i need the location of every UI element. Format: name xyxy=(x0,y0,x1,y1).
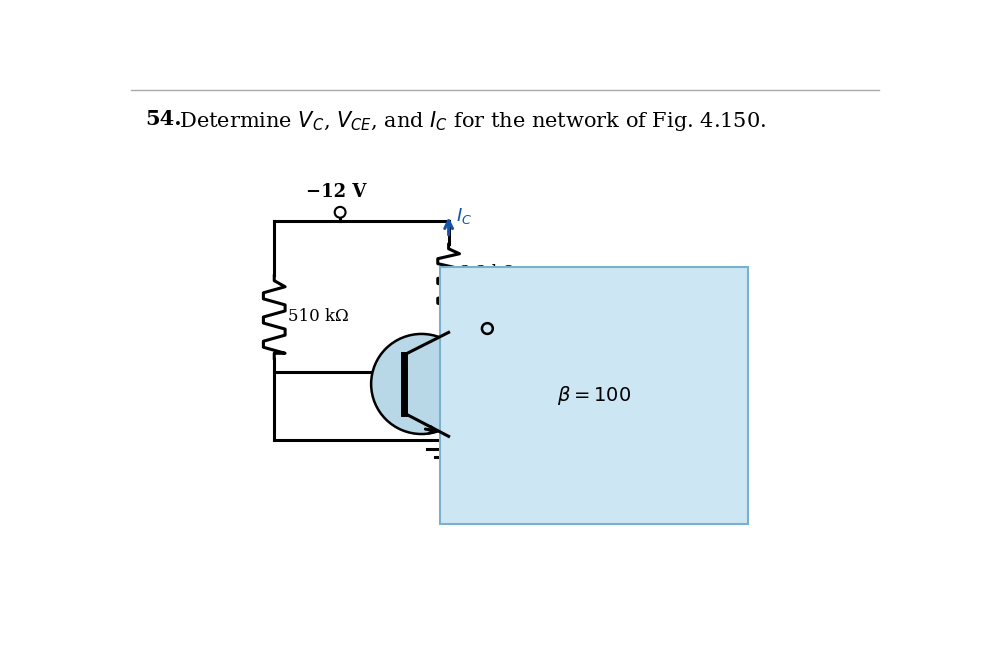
Text: −: − xyxy=(454,429,471,447)
Text: Determine $V_C$, $V_{CE}$, and $I_C$ for the network of Fig. 4.150.: Determine $V_C$, $V_{CE}$, and $I_C$ for… xyxy=(165,109,766,133)
Text: 510 kΩ: 510 kΩ xyxy=(289,309,349,326)
Text: −12 V: −12 V xyxy=(306,183,366,201)
Text: 54.: 54. xyxy=(145,109,181,129)
Text: 3.3 kΩ: 3.3 kΩ xyxy=(460,264,516,281)
Text: $V_{CE}$: $V_{CE}$ xyxy=(459,383,490,403)
Circle shape xyxy=(371,334,472,434)
Text: +: + xyxy=(454,333,471,351)
Text: $V_C$: $V_C$ xyxy=(496,318,520,339)
Text: $I_C$: $I_C$ xyxy=(456,206,473,226)
Text: $\beta = 100$: $\beta = 100$ xyxy=(558,384,631,407)
